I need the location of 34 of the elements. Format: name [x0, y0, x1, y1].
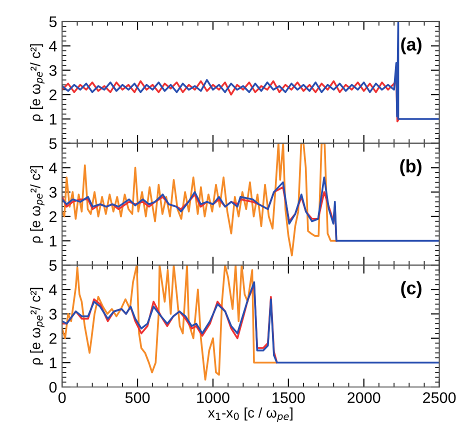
y-axis-title: ρ [e ω$_{pe}$²/ c²] — [30, 44, 44, 121]
y-tick-label: 3 — [49, 186, 57, 198]
y-tick-label: 0 — [49, 382, 57, 393]
x-axis-title: x$_{1}$-x$_{0}$ [c / ω$_{pe}$] — [208, 407, 292, 422]
annotation: (a) — [401, 37, 422, 54]
y-tick-label: 5 — [49, 16, 57, 28]
y-tick-label: 1 — [50, 114, 56, 124]
line-series — [62, 281, 440, 364]
line-series — [62, 79, 400, 122]
line-series — [62, 143, 338, 256]
y-tick-label: 5 — [49, 260, 57, 271]
x-tick-label: 2000 — [348, 392, 380, 404]
annotation: (c) — [401, 281, 422, 298]
annotation: (b) — [400, 159, 422, 176]
y-tick-label: 2 — [50, 89, 56, 100]
x-tick-label: 1500 — [272, 392, 305, 404]
line-series — [62, 265, 278, 381]
x-tick-label: 0 — [58, 392, 66, 404]
y-axis-title: ρ [e ω$_{pe}$²/ c²] — [30, 288, 44, 364]
y-tick-label: 2 — [50, 333, 56, 344]
line-series — [62, 176, 440, 242]
x-tick-label: 1000 — [197, 392, 230, 404]
y-tick-label: 4 — [49, 284, 57, 296]
y-tick-label: 1 — [50, 236, 56, 246]
x-tick-label: 500 — [125, 392, 150, 404]
y-tick-label: 2 — [50, 211, 56, 222]
x-tick-label: 2500 — [423, 392, 456, 404]
y-tick-label: 1 — [50, 358, 56, 368]
y-axis-title: ρ [e ω$_{pe}$²/ c²] — [30, 166, 44, 243]
y-tick-label: 3 — [49, 65, 57, 76]
y-tick-label: 4 — [49, 40, 57, 52]
y-tick-label: 4 — [49, 162, 57, 174]
y-tick-label: 3 — [49, 308, 57, 320]
y-tick-label: 5 — [49, 138, 57, 150]
